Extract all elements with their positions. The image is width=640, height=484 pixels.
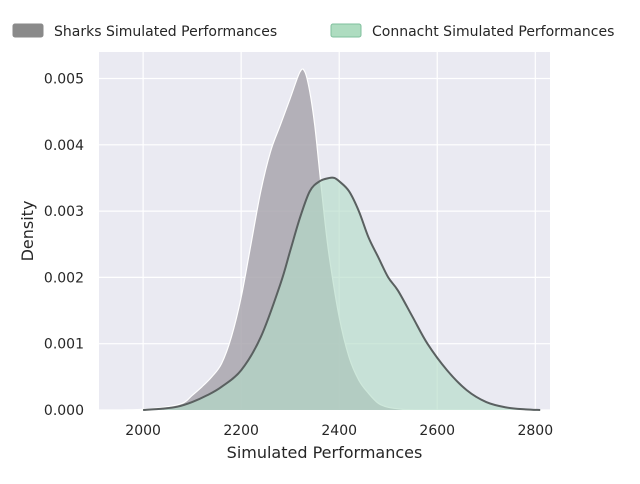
x-tick-label-4: 2800 bbox=[517, 423, 553, 439]
y-tick-label-4: 0.004 bbox=[44, 138, 84, 154]
x-tick-label-0: 2000 bbox=[125, 423, 161, 439]
y-axis-label: Density bbox=[18, 201, 37, 262]
x-tick-label-3: 2600 bbox=[419, 423, 455, 439]
series-area-0 bbox=[123, 68, 438, 411]
legend-label-sharks: Sharks Simulated Performances bbox=[54, 24, 277, 40]
x-tick-label-1: 2200 bbox=[223, 423, 259, 439]
legend-label-connacht: Connacht Simulated Performances bbox=[372, 24, 614, 40]
y-tick-label-2: 0.002 bbox=[44, 270, 84, 286]
series-area-1 bbox=[143, 177, 541, 410]
y-tick-label-5: 0.005 bbox=[44, 72, 84, 88]
legend: Sharks Simulated Performances Connacht S… bbox=[12, 23, 614, 40]
y-axis-ticks: 0.000 0.001 0.002 0.003 0.004 0.005 bbox=[44, 72, 84, 419]
y-tick-label-3: 0.003 bbox=[44, 204, 84, 220]
y-tick-label-0: 0.000 bbox=[44, 403, 84, 419]
legend-swatch-connacht bbox=[330, 23, 362, 38]
legend-swatch-sharks bbox=[12, 23, 44, 38]
x-tick-label-2: 2400 bbox=[321, 423, 357, 439]
series-layer bbox=[123, 68, 541, 411]
x-axis-label: Simulated Performances bbox=[227, 443, 423, 462]
y-tick-label-1: 0.001 bbox=[44, 337, 84, 353]
x-axis-ticks: 2000 2200 2400 2600 2800 bbox=[125, 423, 553, 439]
series-line-1 bbox=[143, 176, 541, 411]
